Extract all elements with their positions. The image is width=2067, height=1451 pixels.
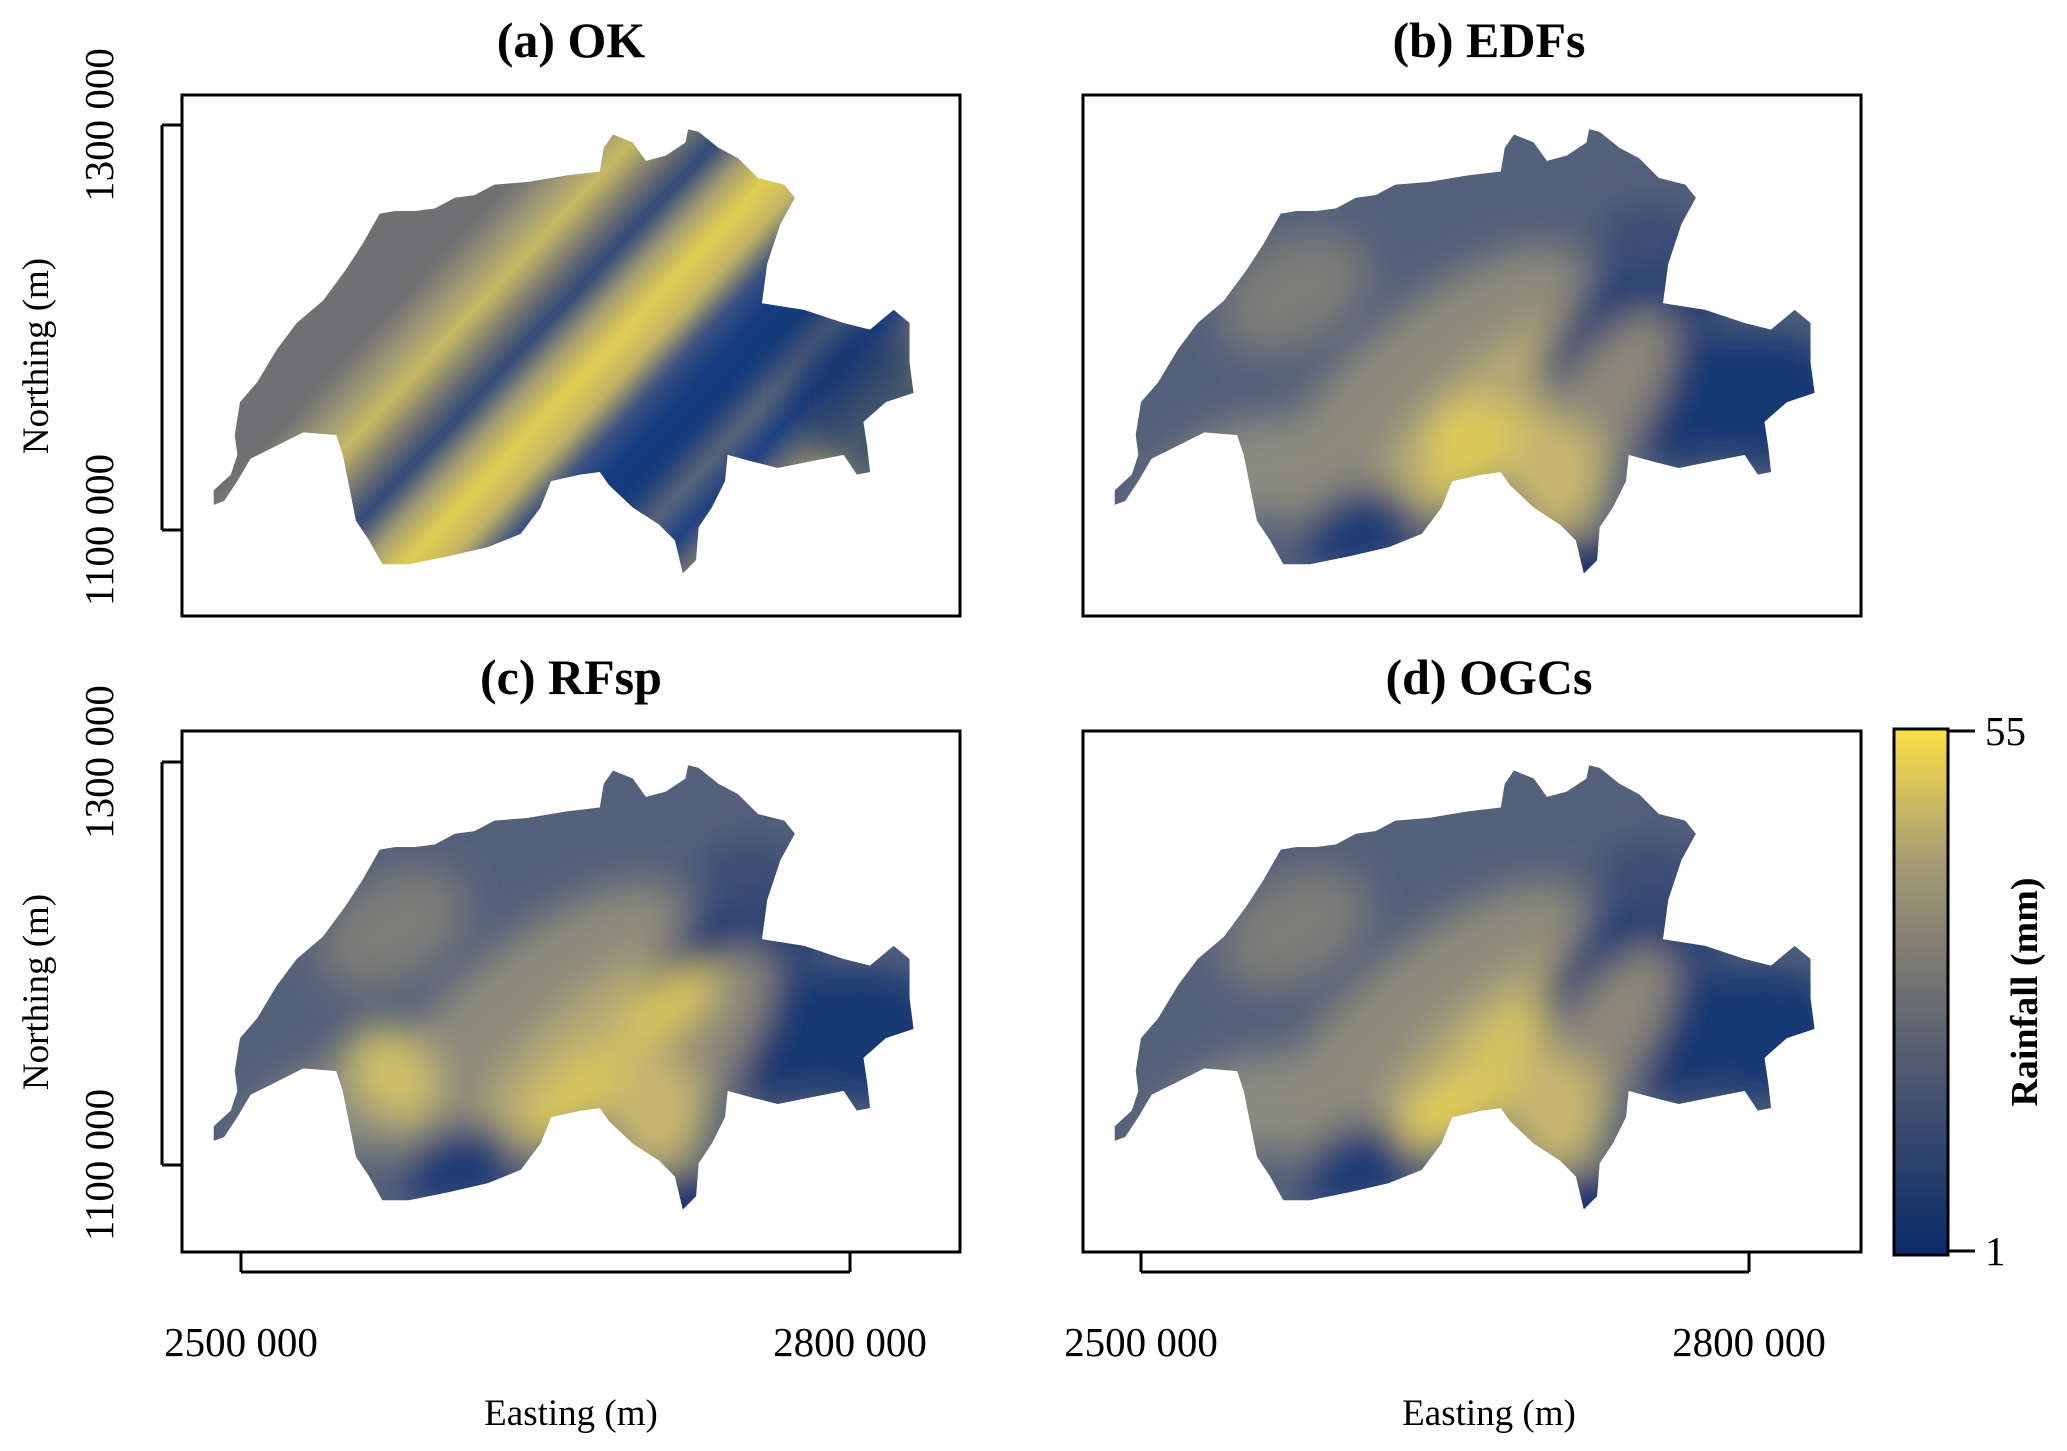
colorbar-label: Rainfall (mm) [2004, 877, 2046, 1106]
map-panel-ogcs [1083, 731, 1861, 1252]
y-tick-label: 1100 000 [76, 454, 122, 606]
panel-a-title: (a) OK [497, 12, 646, 68]
panel-d-title: (d) OGCs [1386, 649, 1593, 705]
x-tick-label: 2800 000 [773, 1319, 927, 1365]
panel-c-frame [180, 729, 962, 1254]
panel-d-frame [1081, 729, 1863, 1254]
x-tick-label: 2500 000 [164, 1319, 318, 1365]
colorbar [1892, 727, 1950, 1257]
x-tick-label: 2500 000 [1064, 1319, 1218, 1365]
y-tick-label: 1100 000 [76, 1089, 122, 1241]
panel-b-frame [1081, 93, 1863, 618]
panel-a-frame [180, 93, 962, 618]
y-tick-label: 1300 000 [76, 48, 122, 202]
y-tick-label: 1300 000 [76, 685, 122, 839]
x-tick-label: 2800 000 [1672, 1319, 1826, 1365]
map-panel-edfs [1083, 95, 1861, 616]
y-axis-label: Northing (m) [16, 894, 57, 1090]
colorbar-min-label: 1 [1985, 1228, 2006, 1274]
x-axis-label: Easting (m) [1402, 1393, 1576, 1434]
y-axis-label: Northing (m) [16, 258, 57, 454]
x-axis-label: Easting (m) [484, 1393, 658, 1434]
panel-b-title: (b) EDFs [1392, 12, 1585, 68]
map-panel-ok [182, 95, 960, 616]
colorbar-max-label: 55 [1985, 708, 2026, 754]
map-panel-rfsp [182, 731, 960, 1252]
panel-c-title: (c) RFsp [480, 649, 662, 705]
